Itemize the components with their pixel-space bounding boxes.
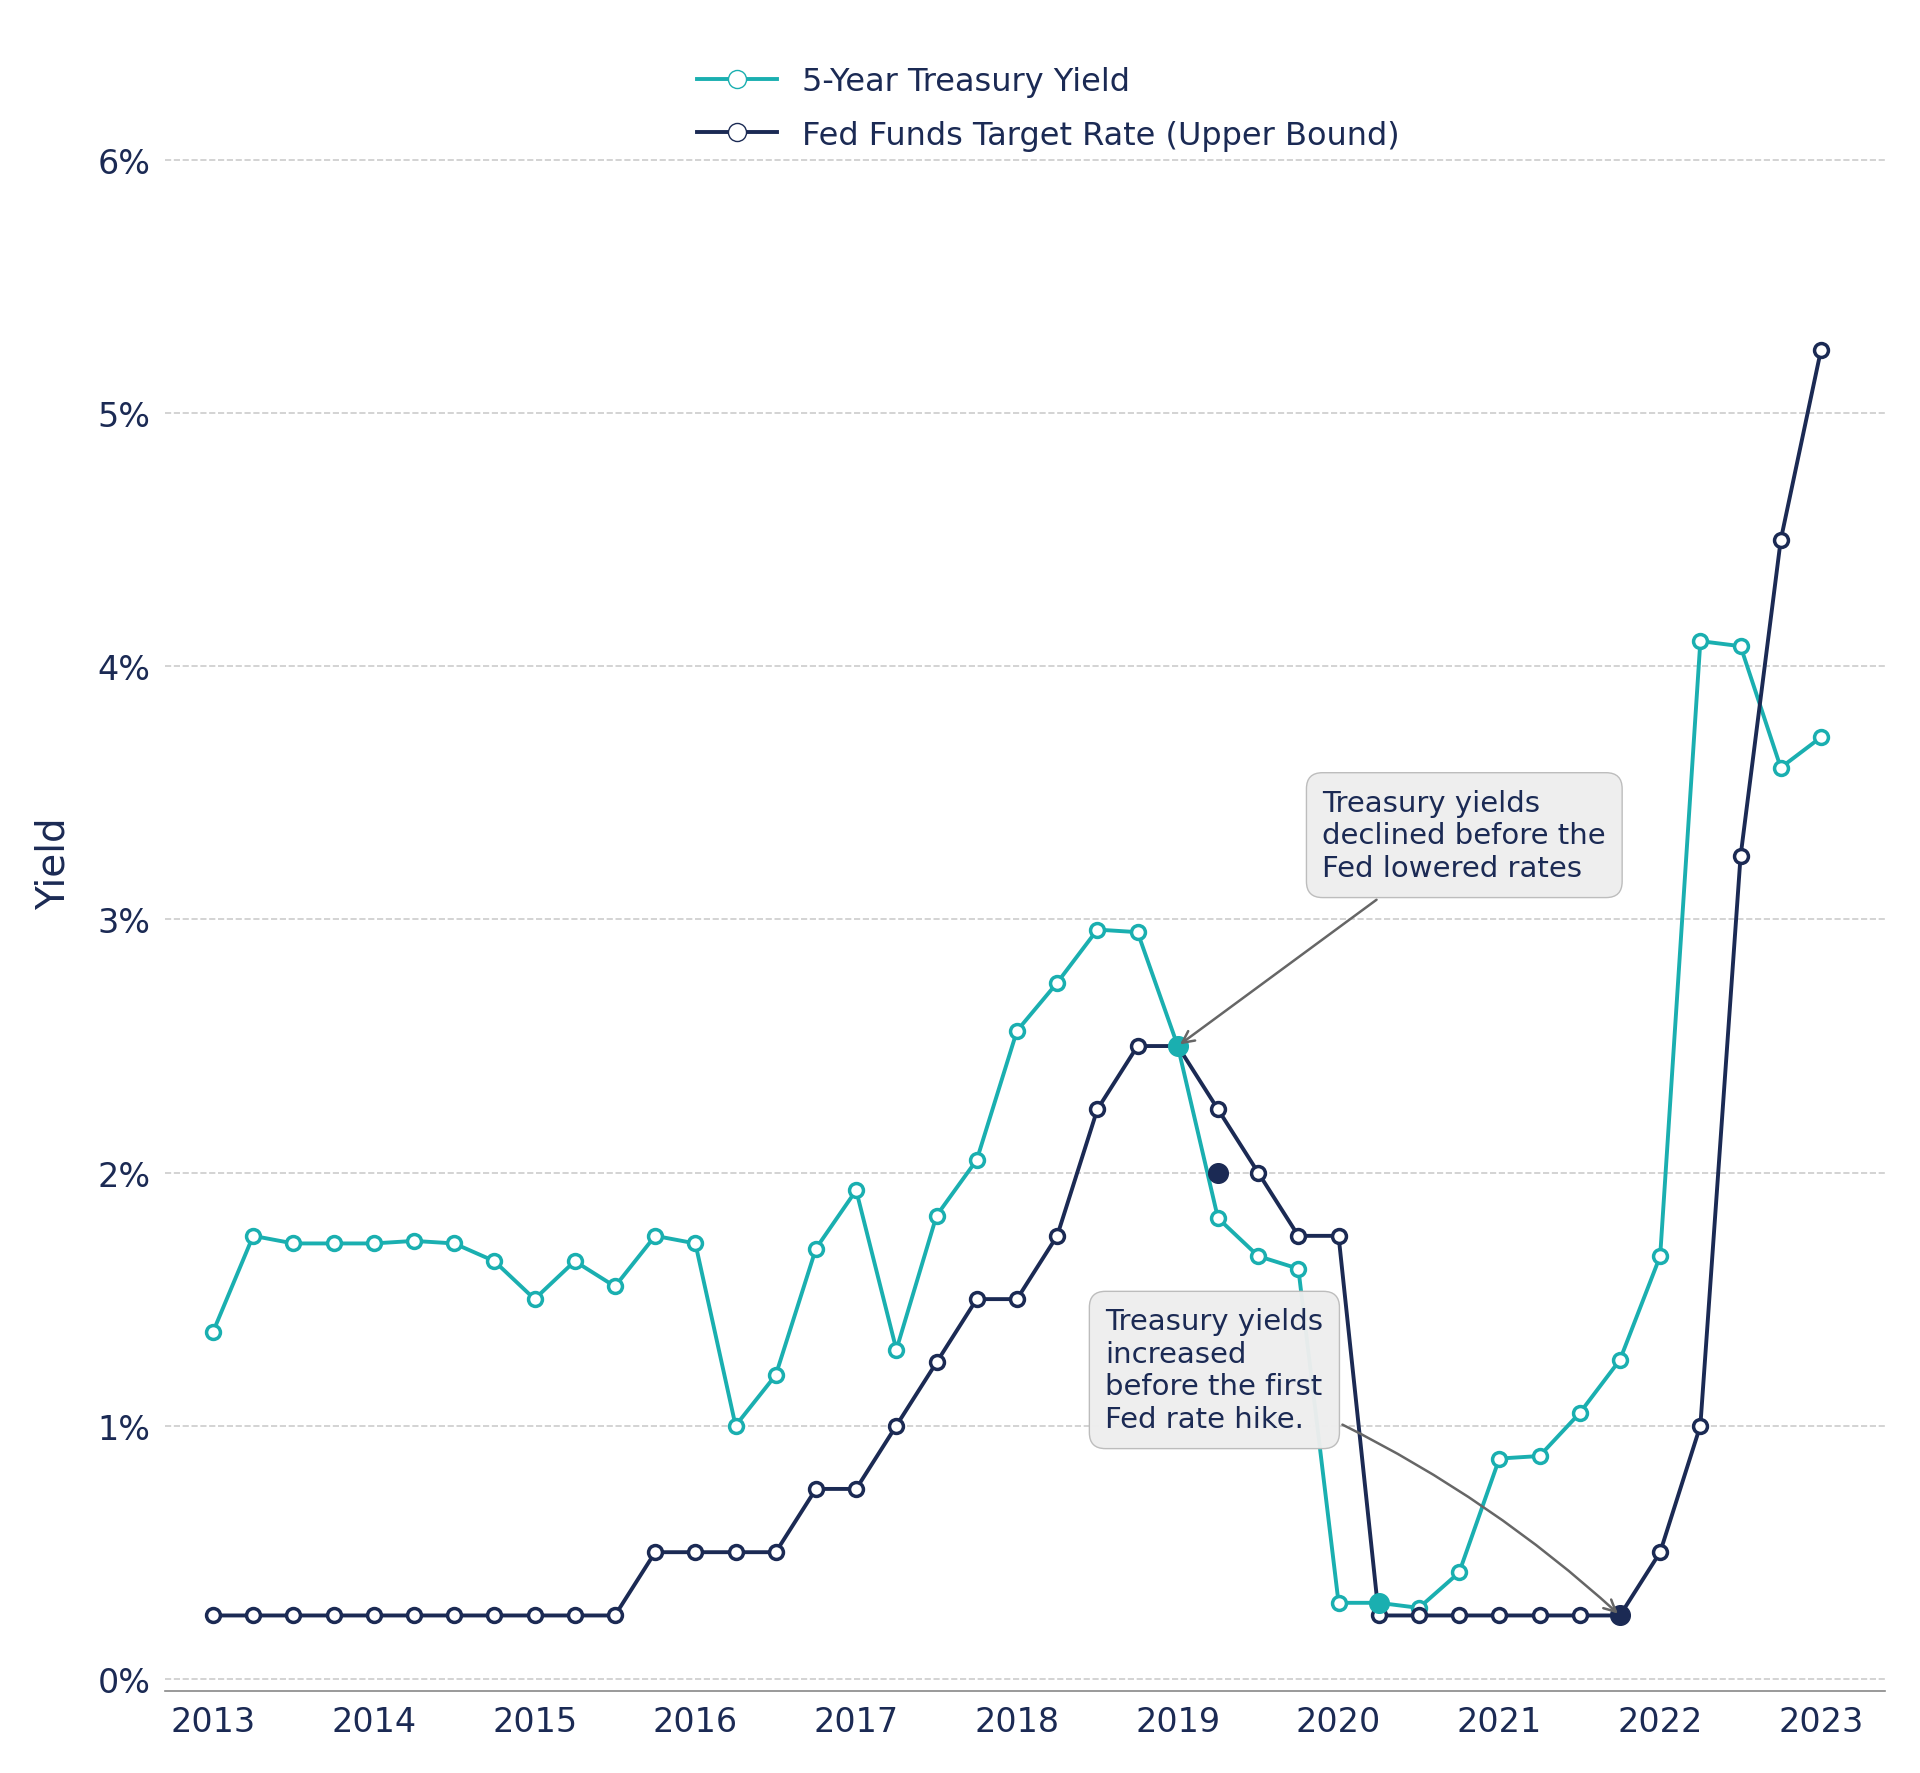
- Point: [1484, 1601, 1515, 1629]
- Point: [962, 1285, 993, 1314]
- Point: [518, 1601, 549, 1629]
- Point: [1726, 633, 1757, 661]
- Point: [1202, 1204, 1233, 1232]
- Point: [1323, 1222, 1354, 1250]
- Point: [599, 1601, 630, 1629]
- Point: [440, 1229, 470, 1257]
- Point: [559, 1246, 589, 1275]
- Point: [841, 1177, 872, 1206]
- Text: Treasury yields
declined before the
Fed lowered rates: Treasury yields declined before the Fed …: [1183, 789, 1607, 1043]
- Point: [1002, 1018, 1033, 1046]
- Point: [1764, 754, 1795, 782]
- Point: [319, 1229, 349, 1257]
- Point: [399, 1601, 430, 1629]
- Point: [1083, 1096, 1114, 1124]
- Point: [801, 1475, 831, 1504]
- Point: [278, 1229, 309, 1257]
- Point: [639, 1539, 670, 1567]
- Point: [1686, 628, 1716, 656]
- Point: [1805, 723, 1836, 752]
- Point: [1002, 1285, 1033, 1314]
- Point: [1162, 1032, 1192, 1060]
- Point: [1363, 1589, 1394, 1617]
- Point: [1605, 1601, 1636, 1629]
- Point: [962, 1145, 993, 1174]
- Point: [1444, 1601, 1475, 1629]
- Point: [1805, 337, 1836, 365]
- Point: [1283, 1255, 1313, 1284]
- Point: [760, 1539, 791, 1567]
- Point: [1524, 1601, 1555, 1629]
- Point: [1043, 970, 1073, 998]
- Text: Treasury yields
increased
before the first
Fed rate hike.: Treasury yields increased before the fir…: [1106, 1308, 1617, 1612]
- Point: [1283, 1222, 1313, 1250]
- Point: [760, 1362, 791, 1390]
- Point: [1323, 1589, 1354, 1617]
- Point: [1202, 1160, 1233, 1188]
- Point: [399, 1227, 430, 1255]
- Point: [1162, 1032, 1192, 1060]
- Legend: 5-Year Treasury Yield, Fed Funds Target Rate (Upper Bound): 5-Year Treasury Yield, Fed Funds Target …: [697, 67, 1400, 151]
- Point: [922, 1349, 952, 1378]
- Point: [518, 1285, 549, 1314]
- Point: [680, 1539, 710, 1567]
- Point: [599, 1273, 630, 1301]
- Point: [1043, 1222, 1073, 1250]
- Point: [1565, 1399, 1596, 1427]
- Point: [1363, 1589, 1394, 1617]
- Point: [1565, 1601, 1596, 1629]
- Point: [478, 1246, 509, 1275]
- Point: [440, 1601, 470, 1629]
- Point: [922, 1202, 952, 1230]
- Point: [1242, 1160, 1273, 1188]
- Point: [278, 1601, 309, 1629]
- Point: [1162, 1032, 1192, 1060]
- Point: [801, 1234, 831, 1262]
- Point: [1444, 1558, 1475, 1587]
- Point: [881, 1335, 912, 1363]
- Point: [1605, 1346, 1636, 1374]
- Point: [1764, 527, 1795, 555]
- Point: [1121, 1032, 1152, 1060]
- Point: [359, 1601, 390, 1629]
- Point: [1484, 1445, 1515, 1473]
- Point: [720, 1539, 751, 1567]
- Point: [1121, 918, 1152, 947]
- Point: [1524, 1441, 1555, 1470]
- Point: [639, 1222, 670, 1250]
- Point: [238, 1601, 269, 1629]
- Point: [1363, 1601, 1394, 1629]
- Point: [841, 1475, 872, 1504]
- Point: [881, 1411, 912, 1440]
- Point: [1242, 1243, 1273, 1271]
- Point: [1645, 1243, 1676, 1271]
- Point: [1726, 842, 1757, 871]
- Point: [1605, 1601, 1636, 1629]
- Y-axis label: Yield: Yield: [35, 817, 73, 910]
- Point: [720, 1411, 751, 1440]
- Point: [1202, 1096, 1233, 1124]
- Point: [559, 1601, 589, 1629]
- Point: [198, 1601, 228, 1629]
- Point: [1404, 1594, 1434, 1622]
- Point: [680, 1229, 710, 1257]
- Point: [1404, 1601, 1434, 1629]
- Point: [359, 1229, 390, 1257]
- Point: [1645, 1539, 1676, 1567]
- Point: [1083, 917, 1114, 945]
- Point: [198, 1317, 228, 1346]
- Point: [319, 1601, 349, 1629]
- Point: [1686, 1411, 1716, 1440]
- Point: [478, 1601, 509, 1629]
- Point: [238, 1222, 269, 1250]
